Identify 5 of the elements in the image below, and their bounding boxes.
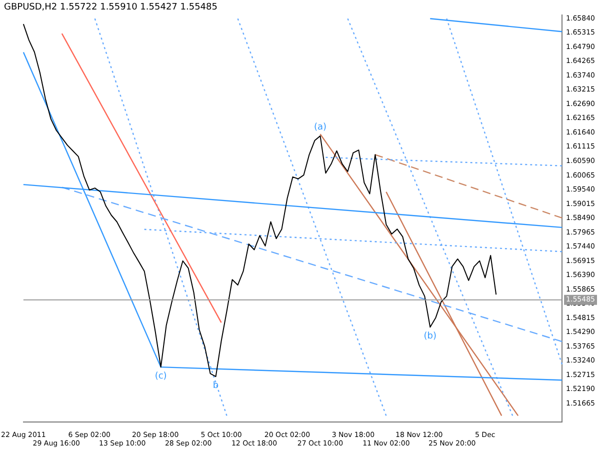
annotation: (c) xyxy=(154,371,167,382)
annotation: (b) xyxy=(424,331,437,342)
annotation: b xyxy=(212,380,219,391)
annotation: (a) xyxy=(314,122,326,132)
chart-title: GBPUSD,H2 1.55722 1.55910 1.55427 1.55485 xyxy=(4,2,218,13)
